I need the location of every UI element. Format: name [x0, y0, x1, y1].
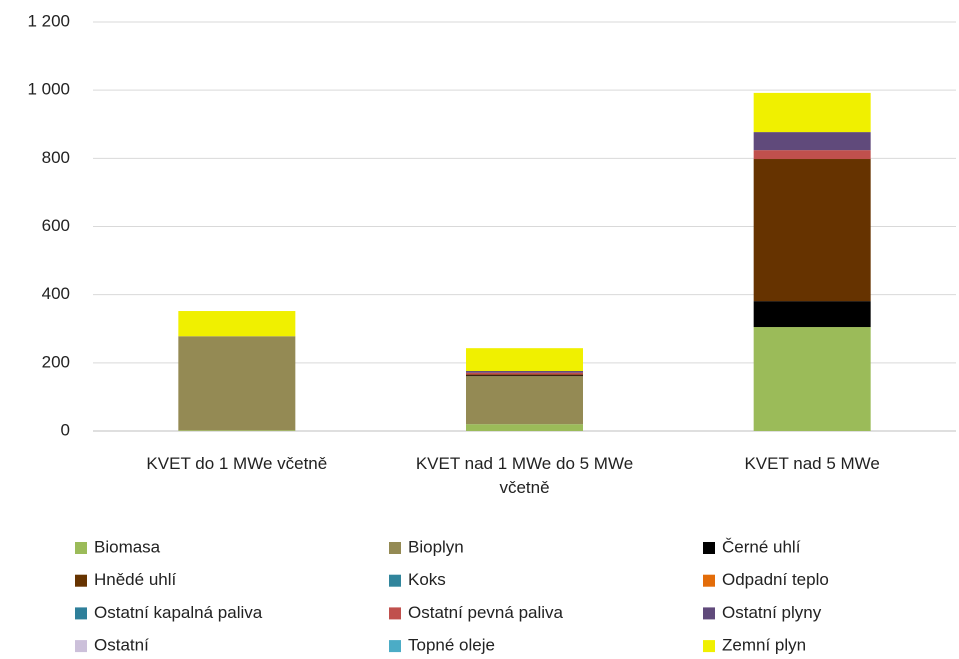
y-tick-label: 0: [61, 420, 70, 439]
legend-swatch: [703, 607, 715, 620]
legend-label: Odpadní teplo: [722, 570, 829, 589]
bar-segment: [753, 159, 871, 302]
bar-segment: [753, 132, 871, 151]
legend-label: Černé uhlí: [722, 537, 801, 556]
y-tick-label: 600: [42, 216, 70, 235]
bar-segment: [178, 336, 296, 431]
legend-swatch: [703, 542, 715, 554]
x-tick-label: KVET nad 5 MWe: [744, 454, 880, 473]
bar-segment: [753, 150, 871, 160]
bar-segment: [753, 92, 871, 133]
legend-label: Biomasa: [94, 537, 161, 556]
bar-segment: [466, 424, 583, 431]
legend-swatch: [703, 574, 715, 587]
x-tick-label: KVET nad 1 MWe do 5 MWe včetně: [415, 454, 634, 497]
bar-segment: [753, 327, 871, 431]
bar-segment: [466, 375, 583, 377]
legend-label: Bioplyn: [408, 537, 464, 556]
bar-segment: [466, 372, 583, 375]
y-tick-label: 400: [42, 284, 70, 303]
legend-label: Koks: [408, 570, 446, 589]
bar-segment: [753, 301, 871, 328]
legend-label: Topné oleje: [408, 636, 495, 655]
legend-swatch: [75, 640, 87, 653]
legend-swatch: [389, 640, 401, 653]
legend-swatch: [703, 640, 715, 653]
x-tick-label: KVET do 1 MWe včetně: [146, 454, 328, 473]
bar-segment: [466, 371, 583, 373]
legend-label: Ostatní pevná paliva: [408, 603, 564, 622]
legend-label: Ostatní kapalná paliva: [94, 603, 263, 622]
bar-segment: [178, 311, 296, 337]
legend-label: Zemní plyn: [722, 636, 806, 655]
y-tick-label: 1 000: [27, 80, 70, 99]
legend-label: Ostatní: [94, 636, 149, 655]
legend-swatch: [389, 574, 401, 587]
y-tick-label: 1 200: [27, 11, 70, 30]
legend-label: Ostatní plyny: [722, 603, 822, 622]
legend-swatch: [389, 542, 401, 554]
bar-segment: [466, 348, 583, 372]
legend-swatch: [75, 607, 87, 620]
y-tick-label: 200: [42, 352, 70, 371]
bar-segment: [466, 376, 583, 425]
legend-swatch: [75, 542, 87, 554]
legend-swatch: [389, 607, 401, 620]
legend-label: Hnědé uhlí: [94, 570, 177, 589]
y-tick-label: 800: [42, 148, 70, 167]
legend-swatch: [75, 574, 87, 587]
bar-segment: [466, 374, 583, 376]
bar-segment: [178, 430, 296, 431]
